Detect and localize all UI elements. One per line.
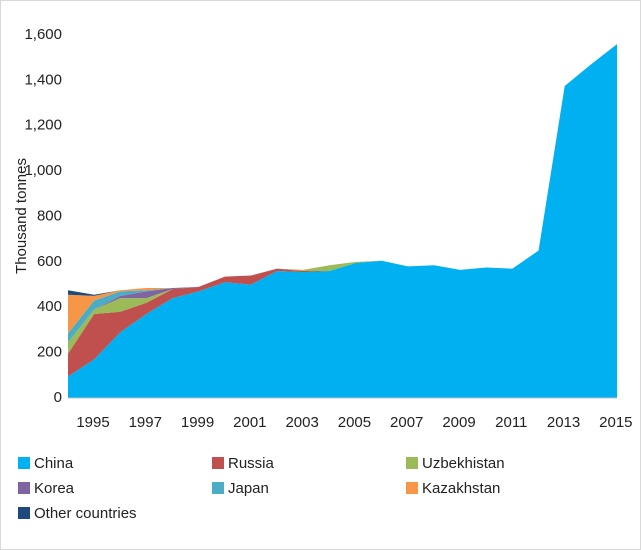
legend-swatch — [212, 482, 224, 494]
y-axis-label: Thousand tonnes — [13, 158, 30, 274]
x-tick-label: 2003 — [285, 414, 318, 431]
legend-label: Korea — [34, 480, 75, 497]
legend-label: Russia — [228, 455, 275, 472]
x-tick-label: 1999 — [181, 414, 214, 431]
x-tick-label: 2005 — [338, 414, 371, 431]
x-tick-label: 2011 — [495, 414, 527, 431]
legend-label: Uzbekhistan — [422, 455, 505, 472]
legend-swatch — [406, 457, 418, 469]
x-tick-label: 1995 — [76, 414, 109, 431]
legend-swatch — [18, 482, 30, 494]
y-tick-label: 1,600 — [24, 26, 62, 43]
y-tick-label: 1,400 — [24, 71, 62, 88]
legend-swatch — [18, 457, 30, 469]
y-tick-label: 0 — [54, 389, 62, 406]
area — [68, 44, 617, 398]
legend-swatch — [18, 507, 30, 519]
y-tick-label: 1,200 — [24, 117, 62, 134]
legend-swatch — [406, 482, 418, 494]
x-tick-label: 2015 — [599, 414, 632, 431]
legend-label: Japan — [228, 480, 269, 497]
x-tick-label: 2007 — [390, 414, 423, 431]
y-tick-label: 600 — [37, 253, 62, 270]
x-tick-label: 2001 — [233, 414, 266, 431]
x-tick-label: 2013 — [547, 414, 580, 431]
x-tick-label: 1997 — [129, 414, 162, 431]
y-tick-label: 200 — [37, 344, 62, 361]
legend-label: China — [34, 455, 74, 472]
legend-label: Other countries — [34, 505, 137, 522]
y-tick-label: 1,000 — [24, 162, 62, 179]
y-tick-label: 400 — [37, 298, 62, 315]
y-tick-label: 800 — [37, 207, 62, 224]
x-tick-label: 2009 — [442, 414, 475, 431]
legend-label: Kazakhstan — [422, 480, 500, 497]
legend-swatch — [212, 457, 224, 469]
